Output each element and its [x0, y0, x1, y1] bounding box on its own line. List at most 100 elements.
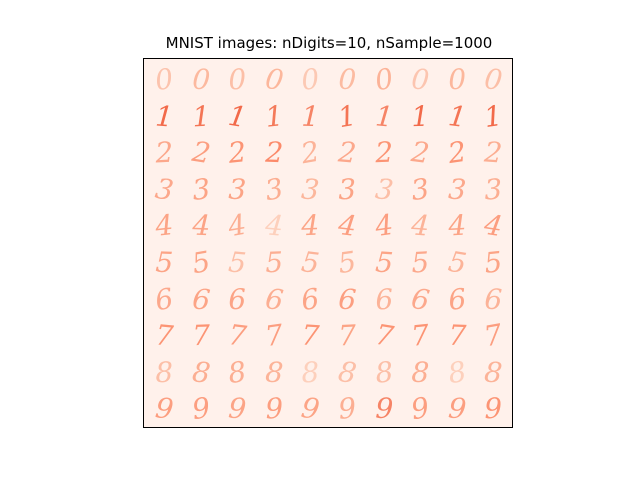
digit-image-4-sample-10: 4 — [482, 208, 506, 244]
digit-image-8-sample-2: 8 — [190, 355, 212, 391]
figure-title: MNIST images: nDigits=10, nSample=1000 — [165, 34, 493, 52]
digit-image-2-sample-3: 2 — [226, 135, 249, 171]
digit-image-1-sample-5: 1 — [301, 99, 321, 134]
digit-image-8-sample-4: 8 — [264, 355, 285, 390]
digit-image-1-sample-4: 1 — [263, 99, 285, 134]
digit-image-8-sample-5: 8 — [300, 355, 321, 390]
digit-image-5-sample-10: 5 — [483, 245, 505, 281]
digit-image-0-sample-6: 0 — [337, 62, 357, 97]
digit-image-3-sample-6: 3 — [337, 172, 357, 207]
digit-image-1-sample-3: 1 — [226, 98, 249, 135]
digit-image-8-sample-10: 8 — [483, 355, 505, 390]
digit-image-9-sample-3: 9 — [227, 392, 248, 427]
digit-image-0-sample-5: 0 — [300, 62, 322, 98]
digit-image-3-sample-7: 3 — [373, 172, 395, 208]
digit-image-7-sample-5: 7 — [300, 318, 321, 354]
digit-image-2-sample-6: 2 — [337, 135, 358, 171]
digit-image-5-sample-8: 5 — [410, 245, 431, 280]
digit-image-8-sample-3: 8 — [226, 355, 249, 391]
digit-image-4-sample-8: 4 — [410, 209, 431, 244]
digit-image-1-sample-7: 1 — [373, 99, 395, 134]
digit-image-5-sample-1: 5 — [154, 245, 174, 280]
digit-image-0-sample-9: 0 — [447, 62, 467, 97]
digit-image-2-sample-1: 2 — [154, 136, 175, 170]
digit-image-5-sample-5: 5 — [299, 245, 322, 281]
digit-image-0-sample-10: 0 — [482, 62, 505, 98]
digit-image-3-sample-4: 3 — [262, 171, 286, 208]
digit-image-2-sample-10: 2 — [483, 135, 504, 171]
digit-image-4-sample-5: 4 — [301, 209, 321, 243]
digit-image-5-sample-4: 5 — [264, 245, 284, 280]
digit-image-6-sample-6: 6 — [337, 282, 358, 317]
digit-image-1-sample-9: 1 — [446, 98, 469, 134]
digit-image-3-sample-3: 3 — [228, 172, 247, 207]
digit-image-9-sample-9: 9 — [446, 391, 468, 427]
digit-image-8-sample-6: 8 — [335, 354, 359, 391]
digit-image-6-sample-4: 6 — [263, 281, 286, 317]
digit-image-9-sample-10: 9 — [484, 392, 504, 426]
digit-image-1-sample-8: 1 — [410, 99, 430, 134]
digit-image-4-sample-3: 4 — [225, 208, 250, 244]
digit-image-1-sample-10: 1 — [482, 98, 505, 134]
digit-image-6-sample-3: 6 — [227, 282, 247, 317]
digit-image-8-sample-7: 8 — [373, 355, 395, 390]
digit-image-0-sample-2: 0 — [190, 62, 211, 97]
digit-image-9-sample-7: 9 — [374, 392, 394, 426]
digit-image-7-sample-3: 7 — [226, 318, 249, 354]
digit-image-1-sample-6: 1 — [335, 98, 359, 135]
digit-image-9-sample-1: 9 — [153, 391, 176, 427]
digit-image-6-sample-2: 6 — [190, 282, 212, 317]
digit-image-6-sample-8: 6 — [409, 281, 432, 318]
digit-image-4-sample-9: 4 — [447, 209, 467, 244]
digit-image-8-sample-9: 8 — [445, 354, 469, 391]
digit-image-2-sample-7: 2 — [374, 136, 394, 170]
digit-image-0-sample-3: 0 — [227, 62, 248, 97]
digit-image-3-sample-9: 3 — [447, 172, 468, 207]
digit-image-8-sample-1: 8 — [154, 355, 174, 390]
digit-image-0-sample-4: 0 — [262, 62, 286, 98]
digit-image-4-sample-2: 4 — [191, 209, 211, 243]
digit-image-0-sample-1: 0 — [153, 62, 176, 98]
digit-image-3-sample-1: 3 — [152, 171, 176, 208]
digit-image-7-sample-9: 7 — [447, 319, 467, 353]
digit-image-3-sample-8: 3 — [409, 172, 432, 208]
digit-image-3-sample-2: 3 — [190, 172, 212, 207]
digit-image-9-sample-8: 9 — [408, 391, 433, 427]
digit-image-5-sample-9: 5 — [445, 245, 469, 281]
digit-image-3-sample-5: 3 — [300, 172, 322, 207]
digit-image-0-sample-8: 0 — [410, 62, 431, 98]
digit-image-9-sample-4: 9 — [264, 392, 284, 427]
digit-image-9-sample-6: 9 — [336, 391, 358, 427]
digit-image-2-sample-4: 2 — [264, 136, 284, 170]
digit-image-9-sample-5: 9 — [299, 391, 323, 427]
digit-image-2-sample-8: 2 — [409, 135, 432, 171]
digit-image-5-sample-7: 5 — [373, 245, 394, 280]
digit-image-7-sample-7: 7 — [372, 318, 396, 354]
digit-image-7-sample-1: 7 — [154, 318, 175, 354]
digit-image-4-sample-7: 4 — [372, 208, 395, 244]
digit-image-1-sample-2: 1 — [191, 99, 211, 134]
digit-image-6-sample-7: 6 — [374, 282, 394, 317]
digit-image-8-sample-8: 8 — [411, 355, 430, 390]
digit-image-7-sample-8: 7 — [409, 318, 432, 354]
digit-image-2-sample-5: 2 — [298, 135, 323, 171]
digit-image-2-sample-9: 2 — [445, 135, 469, 171]
digit-image-4-sample-1: 4 — [153, 208, 175, 244]
digit-image-6-sample-9: 6 — [446, 282, 468, 317]
digit-image-2-sample-2: 2 — [189, 135, 213, 171]
digit-image-7-sample-10: 7 — [481, 318, 506, 354]
digit-image-4-sample-6: 4 — [336, 208, 359, 244]
digit-image-4-sample-4: 4 — [263, 208, 285, 244]
